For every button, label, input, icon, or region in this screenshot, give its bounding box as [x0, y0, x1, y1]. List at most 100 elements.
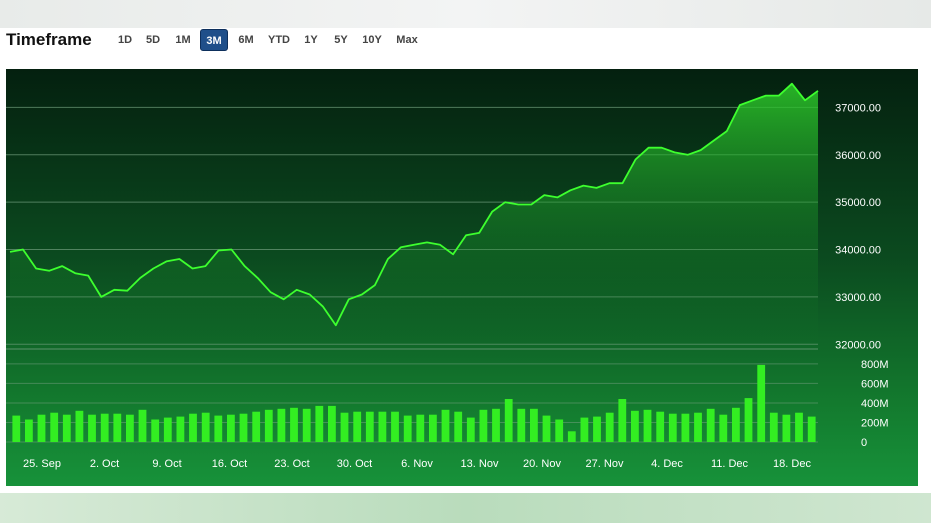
volume-bar	[656, 411, 665, 442]
price-tick-label: 36000.00	[835, 150, 881, 162]
volume-bar	[189, 413, 197, 442]
timeframe-button-1y[interactable]: 1Y	[304, 34, 318, 46]
price-tick-label: 37000.00	[835, 102, 881, 114]
volume-tick-label: 400M	[861, 398, 889, 410]
timeframe-button-3m[interactable]: 3M	[200, 29, 228, 51]
volume-bar	[239, 413, 248, 442]
volume-bar	[795, 412, 803, 442]
volume-bar	[25, 419, 33, 442]
volume-bar	[782, 414, 791, 442]
volume-bar	[429, 414, 437, 442]
volume-bar	[479, 409, 488, 442]
timeframe-button-6m[interactable]: 6M	[238, 34, 254, 46]
volume-bar	[113, 413, 122, 442]
volume-tick-label: 800M	[861, 359, 889, 371]
x-tick-label: 2. Oct	[90, 458, 119, 470]
x-tick-label: 25. Sep	[23, 458, 61, 470]
volume-bar	[277, 408, 286, 442]
volume-bar	[50, 412, 59, 442]
x-tick-label: 11. Dec	[711, 458, 749, 470]
x-tick-label: 27. Nov	[586, 458, 624, 470]
volume-bar	[403, 415, 412, 442]
price-tick-label: 34000.00	[835, 245, 881, 257]
price-line	[9, 82, 819, 327]
volume-bar	[681, 413, 690, 442]
volume-bar	[530, 408, 538, 442]
volume-bar	[706, 408, 715, 442]
timeframe-button-5y[interactable]: 5Y	[334, 34, 348, 46]
volume-bar	[315, 405, 324, 442]
x-tick-label: 13. Nov	[461, 458, 499, 470]
volume-tick-label: 0	[861, 437, 867, 449]
timeframe-button-ytd[interactable]: YTD	[268, 34, 290, 46]
timeframe-button-5d[interactable]: 5D	[145, 34, 161, 46]
chart-panel: 32000.00 33000.00 34000.00 35000.00 36000.00…	[6, 69, 918, 486]
volume-tick-label: 600M	[861, 378, 889, 390]
volume-bar	[227, 414, 235, 442]
volume-bar	[340, 412, 349, 442]
stock-chart: 32000.00 33000.00 34000.00 35000.00 36000.00…	[6, 82, 889, 470]
volume-tick-label: 200M	[861, 417, 889, 429]
volume-bar	[757, 364, 766, 442]
timeframe-button-10y[interactable]: 10Y	[362, 34, 382, 46]
x-tick-label: 18. Dec	[773, 458, 811, 470]
price-tick-label: 33000.00	[835, 292, 881, 304]
volume-bar	[252, 411, 261, 442]
volume-bar	[75, 410, 84, 442]
volume-bar	[593, 416, 601, 442]
volume-bar	[466, 417, 475, 442]
timeframe-button-1d[interactable]: 1D	[117, 34, 133, 46]
volume-bar	[694, 412, 702, 442]
volume-bar	[631, 410, 639, 442]
volume-bar	[807, 416, 816, 442]
x-tick-label: 4. Dec	[651, 458, 683, 470]
x-tick-label: 6. Nov	[401, 458, 433, 470]
volume-bar	[643, 409, 652, 442]
x-tick-label: 23. Oct	[274, 458, 309, 470]
x-tick-label: 30. Oct	[337, 458, 372, 470]
top-background-band	[0, 0, 931, 28]
volume-bar	[214, 415, 223, 442]
volume-bar	[126, 414, 134, 442]
volume-bar	[12, 415, 21, 442]
volume-bar	[744, 398, 753, 442]
timeframe-button-1m[interactable]: 1M	[175, 34, 191, 46]
volume-bar	[391, 411, 399, 442]
volume-bar	[416, 414, 425, 442]
timeframe-bar: Timeframe 1D 5D 1M 3M 6M YTD 1Y 5Y 10Y Max	[0, 28, 931, 54]
price-tick-label: 35000.00	[835, 197, 881, 209]
volume-bar	[542, 415, 551, 442]
volume-bar	[378, 411, 387, 442]
volume-bar	[605, 412, 614, 442]
volume-bar	[264, 409, 273, 442]
volume-bar	[353, 411, 362, 442]
timeframe-button-max[interactable]: Max	[396, 34, 418, 46]
volume-bar	[441, 409, 450, 442]
volume-bar	[555, 419, 564, 442]
volume-bar	[668, 413, 677, 442]
x-tick-label: 16. Oct	[212, 458, 247, 470]
volume-bar	[290, 407, 298, 442]
volume-bar	[454, 411, 463, 442]
volume-bar	[88, 414, 96, 442]
volume-bar	[62, 414, 71, 442]
volume-bar	[302, 408, 311, 442]
price-area-fill	[10, 83, 818, 349]
volume-bar	[328, 405, 336, 442]
volume-bar	[492, 408, 500, 442]
volume-bar	[580, 417, 589, 442]
volume-bar	[504, 399, 513, 442]
volume-bar	[567, 431, 576, 442]
price-tick-label: 32000.00	[835, 339, 881, 351]
timeframe-title: Timeframe	[6, 30, 92, 49]
x-tick-label: 20. Nov	[523, 458, 561, 470]
volume-bar	[517, 408, 526, 442]
volume-bar	[769, 412, 778, 442]
volume-bar	[163, 417, 172, 442]
volume-bar	[151, 419, 160, 442]
volume-bar	[732, 407, 740, 442]
volume-bar	[100, 413, 109, 442]
bottom-background-band	[0, 493, 931, 523]
volume-bar	[618, 399, 627, 442]
volume-bar	[201, 412, 210, 442]
